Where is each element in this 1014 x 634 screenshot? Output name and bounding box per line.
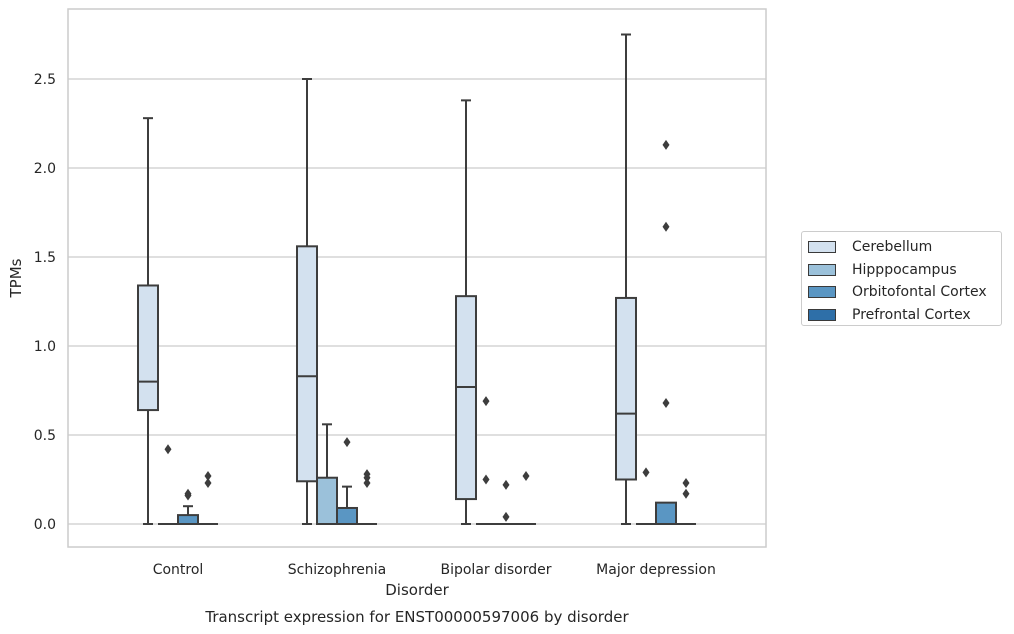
y-tick-label: 0.5 <box>34 428 56 444</box>
y-tick-label: 2.5 <box>34 72 56 88</box>
outlier-point <box>204 478 212 489</box>
outlier-point <box>502 511 510 522</box>
outlier-point <box>662 221 670 232</box>
box-3-3 <box>676 478 696 525</box>
box-3-1 <box>636 467 656 525</box>
x-axis-label: Disorder <box>385 581 449 599</box>
box-iqr <box>177 514 199 525</box>
box-1-1 <box>316 423 338 525</box>
outlier-point <box>204 470 212 481</box>
legend-swatch <box>808 308 836 321</box>
outlier-point <box>522 470 530 481</box>
legend-label: Orbitofontal Cortex <box>852 284 987 301</box>
outlier-point <box>343 437 351 448</box>
box-iqr <box>316 476 338 525</box>
legend-item: Cerebellum <box>808 236 1001 259</box>
outlier-point <box>662 139 670 150</box>
box-0-3 <box>198 470 218 525</box>
box-1-3 <box>357 469 377 525</box>
y-tick-label: 2.0 <box>34 161 56 177</box>
outlier-point <box>482 396 490 407</box>
legend-item: Orbitofontal Cortex <box>808 281 1001 304</box>
outlier-point <box>662 397 670 408</box>
box-2-0 <box>455 99 477 525</box>
x-tick-label: Major depression <box>596 562 716 578</box>
outlier-point <box>502 479 510 490</box>
outlier-point <box>363 472 371 483</box>
y-tick-label: 1.5 <box>34 250 56 266</box>
legend-item: Hipppocampus <box>808 259 1001 282</box>
box-iqr <box>615 296 637 481</box>
box-iqr <box>336 506 358 526</box>
plot-area <box>67 8 767 548</box>
legend-swatch <box>808 241 836 254</box>
box-3-0 <box>615 33 637 525</box>
outlier-point <box>682 478 690 489</box>
box-iqr <box>137 284 159 412</box>
outlier-point <box>184 490 192 501</box>
box-iqr <box>455 295 477 501</box>
outlier-point <box>682 488 690 499</box>
x-tick-label: Bipolar disorder <box>440 562 551 578</box>
box-2-1 <box>476 396 496 525</box>
x-axis-ticks: Control Schizophrenia Bipolar disorder Majo… <box>153 562 716 578</box>
legend-label: Cerebellum <box>852 239 933 256</box>
box-iqr <box>296 245 318 483</box>
legend-swatch <box>808 263 836 276</box>
outlier-point <box>363 478 371 489</box>
x-tick-label: Schizophrenia <box>288 562 386 578</box>
box-1-0 <box>296 78 318 525</box>
box-series <box>137 33 696 526</box>
y-tick-label: 0.0 <box>34 517 56 533</box>
chart-caption: Transcript expression for ENST0000059700… <box>204 608 629 626</box>
box-1-2 <box>336 437 358 526</box>
outlier-point <box>642 467 650 478</box>
box-0-2 <box>177 488 199 525</box>
legend-label: Hipppocampus <box>852 261 957 278</box>
y-axis-ticks: 0.0 0.5 1.0 1.5 2.0 2.5 <box>34 72 56 533</box>
legend-item: Prefrontal Cortex <box>808 304 1001 327</box>
box-0-1 <box>158 444 178 525</box>
y-tick-label: 1.0 <box>34 339 56 355</box>
box-0-0 <box>137 117 159 525</box>
outlier-point <box>482 474 490 485</box>
box-iqr <box>655 501 677 526</box>
legend-swatch <box>808 286 836 299</box>
legend-label: Prefrontal Cortex <box>852 306 971 323</box>
box-2-3 <box>516 470 536 525</box>
y-axis-label: TPMs <box>7 258 25 298</box>
box-3-2 <box>655 139 677 526</box>
legend: Cerebellum Hipppocampus Orbitofontal Corte… <box>801 231 1002 326</box>
box-2-2 <box>496 479 516 525</box>
outlier-point <box>164 444 172 455</box>
x-tick-label: Control <box>153 562 204 578</box>
